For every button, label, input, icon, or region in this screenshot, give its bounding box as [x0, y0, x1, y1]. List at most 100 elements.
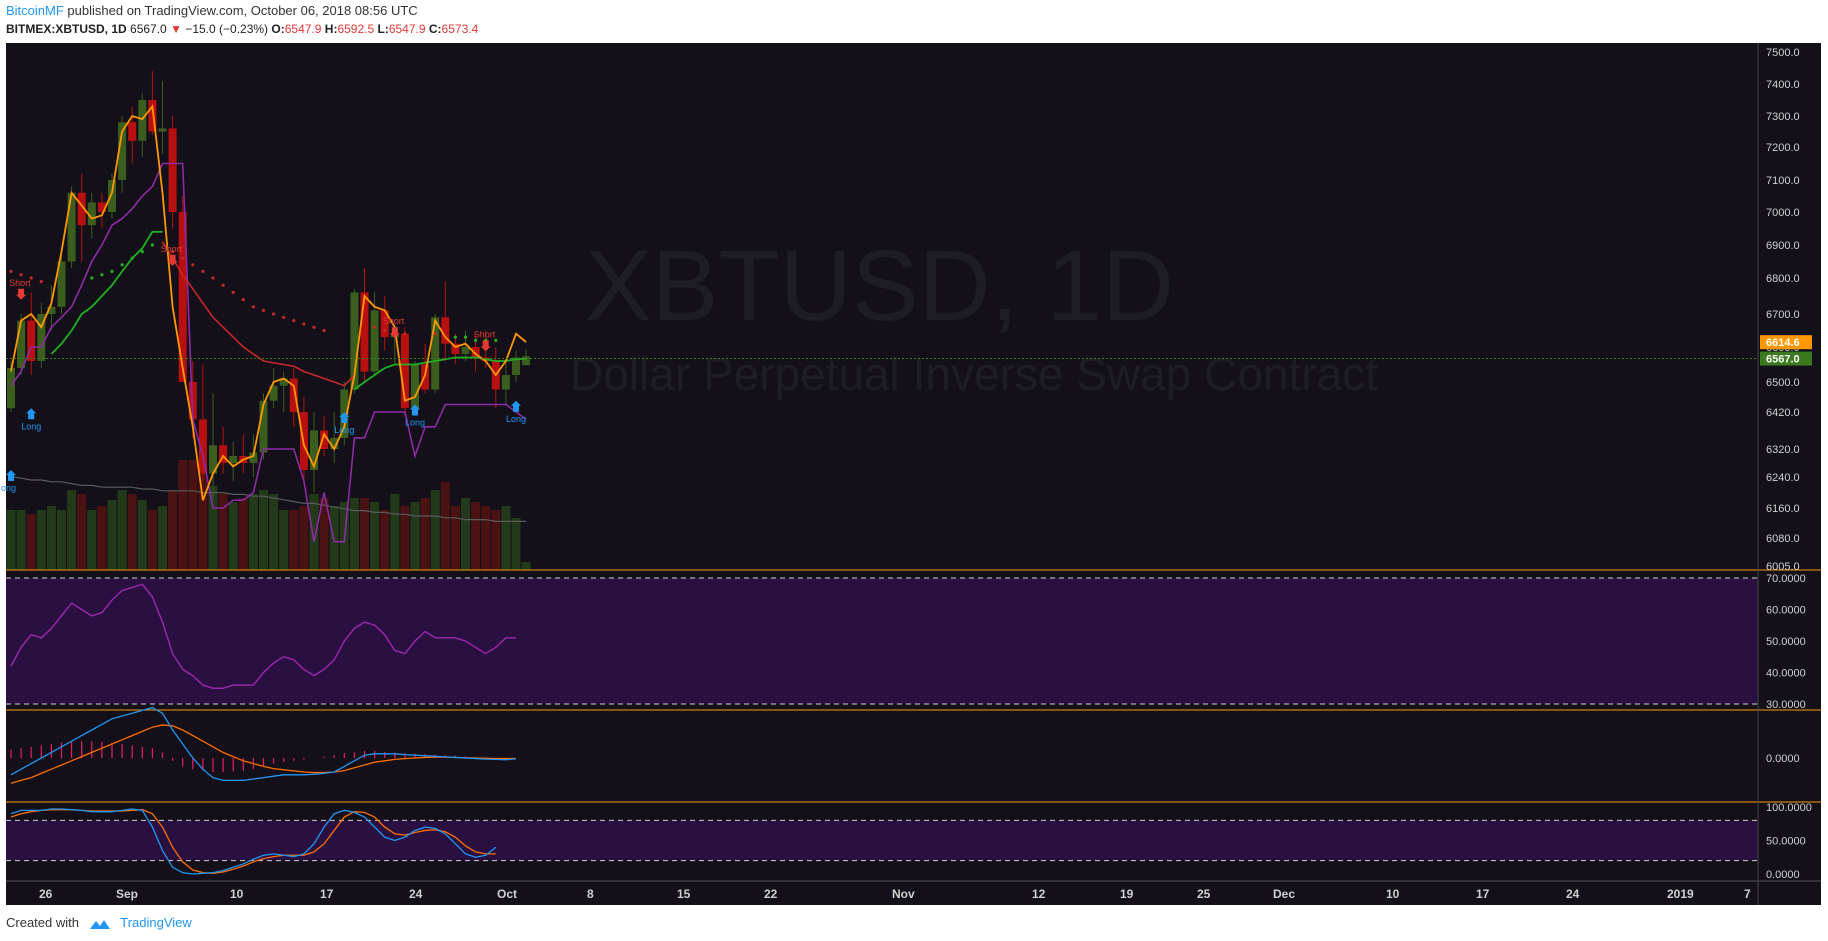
candle	[168, 128, 177, 212]
volume-bar	[36, 510, 46, 570]
chart-background	[6, 43, 1821, 905]
candle	[77, 192, 86, 226]
green-ma-line	[50, 230, 163, 355]
price-tick-label: 6700.0	[1766, 309, 1800, 321]
candle	[441, 317, 450, 344]
psar-dot	[171, 250, 175, 254]
candle	[108, 180, 116, 212]
candle	[37, 314, 46, 361]
published-line: BitcoinMF published on TradingView.com, …	[6, 3, 418, 18]
volume-bar	[380, 510, 390, 570]
volume-bar	[370, 502, 380, 570]
price-tick-label: 7200.0	[1766, 142, 1800, 154]
volume-bar	[309, 494, 319, 570]
volume-bar	[461, 498, 470, 570]
tradingview-link[interactable]: TradingView	[120, 915, 192, 930]
volume-bar	[319, 498, 329, 570]
candle	[158, 128, 167, 132]
psar-dot	[201, 269, 205, 273]
price-badge-label: 6567.0	[1766, 354, 1800, 366]
volume-bar	[147, 510, 157, 570]
stoch-tick-label: 0.0000	[1766, 869, 1800, 881]
rsi-band	[6, 578, 1758, 704]
candle	[330, 437, 339, 449]
volume-bar	[269, 494, 279, 570]
volume-bar	[430, 490, 440, 570]
psar-dot	[302, 322, 306, 326]
volume-bar	[77, 494, 87, 570]
psar-dot	[140, 250, 144, 254]
stoch-d-line	[10, 809, 496, 874]
time-axis[interactable]: 26 Sep 10 17 24 Oct 8 15 22 Nov 12 19 25 Dec 10 17 24 201…	[39, 887, 1751, 901]
author-link[interactable]: BitcoinMF	[6, 3, 64, 18]
volume-bar	[16, 510, 26, 570]
price-tick-label: 6320.0	[1766, 444, 1800, 456]
psar-dot	[211, 276, 215, 280]
macd-pane[interactable]	[10, 706, 517, 784]
volume-bar	[97, 506, 107, 570]
long-signal-label: Long	[21, 421, 41, 431]
purple-channel-line	[10, 162, 527, 543]
rsi-pane[interactable]	[6, 577, 1758, 705]
volume-bar	[400, 506, 410, 570]
price-axis[interactable]: 7500.0 7400.0 7300.0 7200.0 7100.0 7000.0 6900…	[1757, 43, 1812, 905]
published-text: published on TradingView.com, October 06…	[67, 3, 418, 18]
candle	[320, 430, 329, 449]
long-arrow-icon	[511, 400, 521, 412]
candle	[128, 122, 137, 141]
psar-dot	[373, 325, 377, 329]
price-badge	[1760, 335, 1812, 350]
red-ma-line	[161, 241, 355, 387]
close-label: C:	[428, 22, 442, 36]
candle	[138, 100, 147, 141]
volume-bar	[450, 506, 460, 570]
orange-line	[10, 104, 527, 501]
time-tick-label: 22	[764, 887, 778, 901]
candle	[471, 347, 480, 358]
candle	[370, 310, 379, 372]
candle	[57, 261, 66, 307]
volume-bar	[178, 460, 188, 570]
symbol-bar: BITMEX:XBTUSD, 1D 6567.0 ▼ −15.0 (−0.23%…	[6, 22, 478, 36]
short-signal-label: Short	[383, 316, 405, 326]
volume-bar	[158, 506, 167, 570]
down-arrow-icon: ▼	[170, 22, 182, 36]
price-tick-label: 6005.0	[1766, 561, 1800, 573]
time-tick-label: 24	[409, 887, 423, 901]
candle	[229, 456, 238, 463]
short-arrow-icon	[389, 327, 400, 339]
short-signal-label: Short	[474, 329, 496, 339]
psar-dot	[383, 328, 387, 333]
volume-bar	[440, 482, 450, 570]
price-badge	[1760, 351, 1812, 366]
psar-dot	[100, 273, 104, 277]
psar-dot	[282, 315, 286, 319]
psar-dot	[251, 305, 255, 309]
stoch-pane[interactable]	[6, 808, 1758, 875]
time-tick-label: Nov	[892, 887, 915, 901]
psar-dot	[29, 276, 33, 280]
footer: Created with TradingView	[6, 915, 192, 930]
stoch-tick-label: 50.0000	[1766, 836, 1806, 848]
long-signal-label: Long	[405, 418, 425, 428]
time-tick-label: 25	[1197, 887, 1211, 901]
psar-dot	[9, 269, 13, 273]
time-tick-label: 15	[677, 887, 691, 901]
candle	[522, 356, 531, 366]
candle	[411, 364, 419, 409]
symbol-label[interactable]: BITMEX:XBTUSD, 1D	[6, 22, 127, 36]
volume-bar	[420, 498, 430, 570]
low-value: 6547.9	[388, 22, 426, 36]
candle	[350, 292, 359, 390]
price-pane[interactable]: Short Long ong Short Long Short Long Short Long	[1, 71, 1821, 882]
price-tick-label: 6240.0	[1766, 472, 1800, 484]
psar-dot	[120, 263, 124, 267]
price-change: −15.0 (−0.23%)	[185, 22, 269, 36]
time-tick-label: 26	[39, 887, 53, 901]
time-tick-label: 7	[1744, 887, 1751, 901]
psar-dot	[39, 280, 43, 284]
psar-dot	[453, 335, 457, 339]
price-badge-label: 6614.6	[1766, 337, 1800, 349]
rsi-line	[10, 583, 516, 689]
